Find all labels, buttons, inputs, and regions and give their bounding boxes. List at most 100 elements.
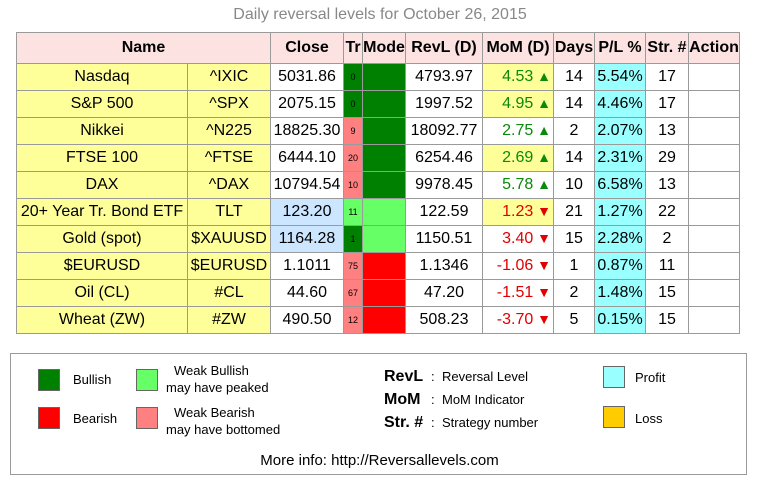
revl-desc: Reversal Level — [442, 369, 528, 384]
row-action — [688, 171, 740, 199]
arrow-down-icon: ▼ — [533, 203, 551, 219]
row-tr: 75 — [343, 252, 363, 280]
row-tr: 67 — [343, 279, 363, 307]
str-key: Str. # — [384, 414, 424, 431]
mom-value: -1.06 — [496, 257, 534, 274]
arrow-up-icon: ▲ — [533, 95, 551, 111]
page-title: Daily reversal levels for October 26, 20… — [233, 6, 527, 23]
row-pl: 0.15% — [594, 306, 646, 334]
row-pl: 1.27% — [594, 198, 646, 226]
row-str: 15 — [645, 306, 689, 334]
row-pl: 1.48% — [594, 279, 646, 307]
row-name: FTSE 100 — [16, 144, 188, 172]
row-tr: 0 — [343, 90, 363, 118]
header-revl: RevL (D) — [405, 32, 483, 64]
mom-value: 2.69 — [502, 149, 534, 166]
row-name: Oil (CL) — [16, 279, 188, 307]
row-symbol: ^N225 — [187, 117, 271, 145]
table-header-row: Name Close Tr Mode RevL (D) MoM (D) Days… — [16, 32, 740, 64]
mom-value: 4.95 — [502, 95, 534, 112]
row-mode — [362, 252, 406, 280]
row-days: 14 — [553, 63, 595, 91]
row-tr: 0 — [343, 63, 363, 91]
row-revl: 4793.97 — [405, 63, 483, 91]
row-revl: 6254.46 — [405, 144, 483, 172]
header-mom: MoM (D) — [482, 32, 554, 64]
row-action — [688, 279, 740, 307]
row-close: 490.50 — [270, 306, 344, 334]
weak-bearish-sub: may have bottomed — [166, 422, 281, 437]
row-tr: 12 — [343, 306, 363, 334]
arrow-up-icon: ▲ — [533, 122, 551, 138]
row-close: 1.1011 — [270, 252, 344, 280]
header-mode: Mode — [362, 32, 406, 64]
row-revl: 122.59 — [405, 198, 483, 226]
mom-value: 2.75 — [502, 122, 534, 139]
bullish-swatch — [38, 369, 60, 391]
row-mode — [362, 198, 406, 226]
row-str: 17 — [645, 63, 689, 91]
table-row: Gold (spot) $XAUUSD 1164.28 1 1150.51 3.40 ▼ 1… — [16, 225, 740, 253]
bearish-label: Bearish — [73, 411, 118, 426]
row-symbol: #ZW — [187, 306, 271, 334]
row-days: 5 — [553, 306, 595, 334]
header-action: Action — [688, 32, 740, 64]
row-symbol: $EURUSD — [187, 252, 271, 280]
loss-swatch — [603, 406, 625, 428]
row-close: 5031.86 — [270, 63, 344, 91]
row-symbol: ^IXIC — [187, 63, 271, 91]
row-action — [688, 252, 740, 280]
row-days: 21 — [553, 198, 595, 226]
row-action — [688, 306, 740, 334]
header-name: Name — [16, 32, 271, 64]
row-symbol: ^DAX — [187, 171, 271, 199]
weak-bullish-sub: may have peaked — [166, 380, 269, 395]
arrow-down-icon: ▼ — [533, 230, 551, 246]
row-name: Wheat (ZW) — [16, 306, 188, 334]
mom-key: MoM — [384, 391, 421, 408]
weak-bullish-label: Weak Bullish — [174, 363, 249, 378]
row-mom: -1.51 ▼ — [482, 279, 554, 307]
weak-bearish-swatch — [136, 407, 158, 429]
row-action — [688, 225, 740, 253]
row-symbol: $XAUUSD — [187, 225, 271, 253]
table-row: Nasdaq ^IXIC 5031.86 0 4793.97 4.53 ▲ 14 5.54% 1… — [16, 63, 740, 91]
legend-box: Bullish Weak Bullish may have peaked Bea… — [10, 353, 747, 475]
row-mom: 5.78 ▲ — [482, 171, 554, 199]
row-mom: 3.40 ▼ — [482, 225, 554, 253]
row-close: 2075.15 — [270, 90, 344, 118]
bullish-label: Bullish — [73, 372, 112, 387]
row-name: Gold (spot) — [16, 225, 188, 253]
row-revl: 18092.77 — [405, 117, 483, 145]
row-days: 1 — [553, 252, 595, 280]
header-days: Days — [553, 32, 595, 64]
row-revl: 1997.52 — [405, 90, 483, 118]
row-revl: 9978.45 — [405, 171, 483, 199]
row-days: 15 — [553, 225, 595, 253]
row-revl: 1150.51 — [405, 225, 483, 253]
row-str: 13 — [645, 117, 689, 145]
row-mom: 4.95 ▲ — [482, 90, 554, 118]
row-mom: -3.70 ▼ — [482, 306, 554, 334]
table-row: S&P 500 ^SPX 2075.15 0 1997.52 4.95 ▲ 14 4.46% 1… — [16, 90, 740, 118]
row-revl: 1.1346 — [405, 252, 483, 280]
weak-bearish-label: Weak Bearish — [174, 405, 255, 420]
row-str: 2 — [645, 225, 689, 253]
row-str: 17 — [645, 90, 689, 118]
bearish-swatch — [38, 407, 60, 429]
row-tr: 20 — [343, 144, 363, 172]
row-close: 123.20 — [270, 198, 344, 226]
mom-value: -1.51 — [496, 284, 534, 301]
row-pl: 4.46% — [594, 90, 646, 118]
row-name: DAX — [16, 171, 188, 199]
row-days: 14 — [553, 90, 595, 118]
row-mode — [362, 117, 406, 145]
row-days: 2 — [553, 117, 595, 145]
row-tr: 9 — [343, 117, 363, 145]
table-row: DAX ^DAX 10794.54 10 9978.45 5.78 ▲ 10 6.58% 13 — [16, 171, 740, 199]
row-tr: 1 — [343, 225, 363, 253]
more-info-text: More info: http://Reversallevels.com — [260, 452, 499, 469]
row-mode — [362, 63, 406, 91]
reversal-table: Name Close Tr Mode RevL (D) MoM (D) Days… — [16, 32, 740, 334]
row-mode — [362, 225, 406, 253]
